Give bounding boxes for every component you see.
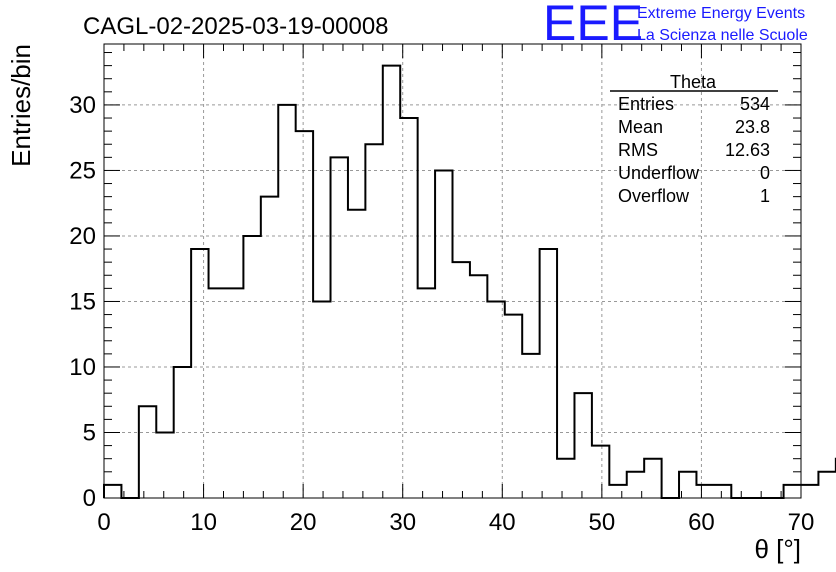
stats-value: 12.63: [725, 140, 770, 160]
histogram-bar: [296, 131, 313, 498]
histogram-bar: [540, 249, 557, 498]
histogram-bar: [191, 249, 208, 498]
histogram-bar: [505, 315, 522, 498]
histogram-bar: [696, 485, 713, 498]
stats-value: 534: [740, 94, 770, 114]
histogram-bar: [156, 432, 173, 498]
histogram-bar: [348, 210, 365, 498]
histogram-bar: [557, 459, 574, 498]
stats-label: Overflow: [618, 186, 690, 206]
histogram-bar: [574, 393, 591, 498]
stats-label: Mean: [618, 117, 663, 137]
histogram-bar: [383, 66, 400, 498]
x-tick-label: 0: [97, 509, 110, 536]
histogram-bar: [453, 262, 470, 498]
chart-title: CAGL-02-2025-03-19-00008: [83, 13, 389, 40]
stats-label: Underflow: [618, 163, 700, 183]
histogram-bar: [331, 157, 348, 498]
histogram-bar: [104, 485, 121, 498]
stats-title: Theta: [670, 72, 717, 92]
stats-value: 23.8: [735, 117, 770, 137]
histogram-bar: [801, 485, 818, 498]
logo-line-1: Extreme Energy Events: [637, 5, 805, 22]
y-tick-labels: 0 5 10 15 20 25 30: [69, 92, 96, 512]
histogram-bar: [435, 170, 452, 498]
histogram-bar: [714, 485, 731, 498]
histogram-bar: [592, 446, 609, 498]
histogram-bar: [139, 406, 156, 498]
histogram-bar: [609, 485, 626, 498]
histogram-bar: [784, 485, 801, 498]
histogram-bars: [104, 66, 836, 498]
histogram-bar: [365, 144, 382, 498]
x-tick-label: 20: [290, 509, 317, 536]
stats-label: Entries: [618, 94, 674, 114]
y-tick-label: 20: [69, 223, 96, 250]
x-tick-labels: 0 10 20 30 40 50 60 70: [97, 509, 814, 536]
y-tick-label: 30: [69, 92, 96, 119]
histogram-bar: [522, 354, 539, 498]
x-tick-label: 40: [489, 509, 516, 536]
plot-frame: [103, 43, 802, 499]
x-tick-label: 70: [788, 509, 815, 536]
histogram-outline: [103, 64, 836, 499]
logo-line-2: La Scienza nelle Scuole: [637, 27, 808, 44]
histogram-bar: [261, 197, 278, 498]
axis-ticks: [103, 44, 802, 499]
y-tick-label: 15: [69, 288, 96, 315]
x-tick-label: 10: [190, 509, 217, 536]
stats-value: 0: [760, 163, 770, 183]
x-tick-label: 30: [389, 509, 416, 536]
histogram-bar: [313, 301, 330, 498]
histogram-bar: [209, 288, 226, 498]
stats-rows: Entries 534 Mean 23.8 RMS 12.63 Underflow 0 Over…: [618, 94, 770, 206]
x-tick-label: 60: [688, 509, 715, 536]
y-axis-title: Entries/bin: [6, 44, 36, 167]
histogram-bar: [818, 472, 835, 498]
y-tick-label: 5: [83, 419, 96, 446]
x-tick-label: 50: [589, 509, 616, 536]
eee-logo: EEE: [543, 0, 643, 51]
y-tick-label: 0: [83, 485, 96, 512]
histogram-bar: [418, 288, 435, 498]
histogram-bar: [644, 459, 661, 498]
stats-label: RMS: [618, 140, 658, 160]
stats-value: 1: [760, 186, 770, 206]
x-axis-title: θ [°]: [754, 534, 801, 564]
histogram-bar: [226, 288, 243, 498]
y-tick-label: 10: [69, 354, 96, 381]
histogram-bar: [470, 275, 487, 498]
stats-box: Theta Entries 534 Mean 23.8 RMS 12.63 Underflo…: [610, 72, 778, 206]
histogram-bar: [243, 236, 260, 498]
y-tick-label: 25: [69, 157, 96, 184]
